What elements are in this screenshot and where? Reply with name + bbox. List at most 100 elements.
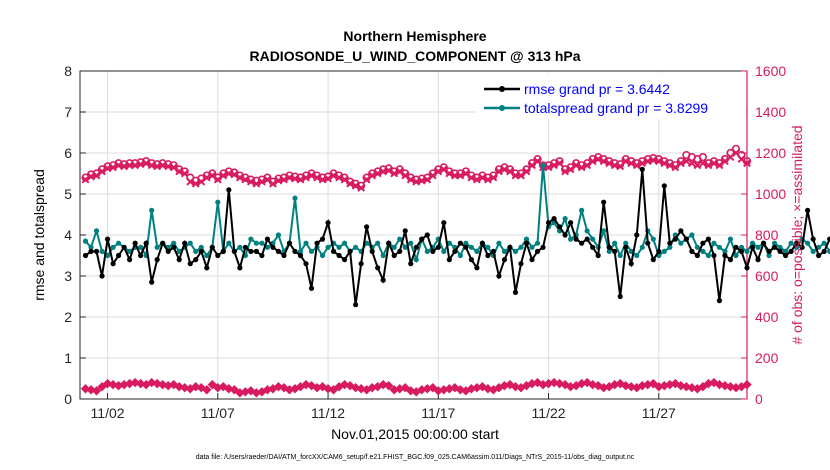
possible-obs-marker-low xyxy=(350,383,361,393)
left-tick-label: 3 xyxy=(64,268,72,284)
right-tick-label: 400 xyxy=(755,309,779,325)
spread-point xyxy=(733,252,739,259)
assimilated-obs-marker xyxy=(346,179,355,188)
assimilated-obs-marker xyxy=(379,167,388,176)
assimilated-obs-marker xyxy=(224,169,233,178)
assimilated-obs-marker xyxy=(467,173,476,182)
possible-obs-marker-low xyxy=(406,386,416,396)
rmse-point xyxy=(579,240,585,246)
possible-obs-marker-low xyxy=(709,377,719,388)
assimilated-obs-marker xyxy=(291,174,299,183)
spread-point xyxy=(82,238,89,244)
rmse-point xyxy=(231,248,237,254)
assimilated-obs-marker xyxy=(131,161,140,170)
assimilated-obs-marker xyxy=(81,175,90,184)
spread-point xyxy=(579,207,585,213)
rmse-point xyxy=(606,244,612,250)
spread-point xyxy=(777,244,783,250)
assimilated-obs-marker xyxy=(687,159,696,168)
assimilated-obs-marker xyxy=(698,159,707,168)
assimilated-obs-marker xyxy=(561,167,569,176)
rmse-point xyxy=(160,240,166,246)
rmse-point xyxy=(424,232,430,238)
spread-point xyxy=(617,252,623,259)
spread-point xyxy=(413,257,419,263)
possible-obs-marker-low xyxy=(279,383,289,393)
assimilated-obs-marker xyxy=(202,173,211,182)
spread-point xyxy=(606,248,612,254)
x-tick-label: 11/22 xyxy=(532,405,566,421)
assimilated-obs-marker xyxy=(495,167,503,176)
rmse-point xyxy=(270,244,276,250)
spread-point xyxy=(738,244,745,250)
spread-point xyxy=(810,248,816,254)
spread-point xyxy=(540,162,546,168)
spread-point xyxy=(215,199,221,205)
rmse-point xyxy=(777,248,783,254)
rmse-point xyxy=(590,244,596,250)
assimilated-obs-marker xyxy=(307,171,316,180)
rmse-point xyxy=(358,261,364,267)
spread-point xyxy=(110,244,116,250)
rmse-point xyxy=(248,248,254,254)
rmse-point xyxy=(341,257,348,263)
rmse-point xyxy=(683,236,689,242)
assimilated-obs-marker xyxy=(274,176,283,185)
rmse-point xyxy=(154,257,160,263)
rmse-point xyxy=(187,261,193,267)
assimilated-obs-marker xyxy=(136,160,145,169)
spread-point xyxy=(171,240,177,246)
rmse-point xyxy=(182,240,188,246)
rmse-point xyxy=(623,244,629,250)
rmse-point xyxy=(678,228,684,234)
spread-point xyxy=(678,240,684,246)
assimilated-obs-marker xyxy=(594,155,603,164)
spread-point xyxy=(253,240,259,246)
possible-obs-marker-low xyxy=(532,377,543,388)
rmse-point xyxy=(430,248,436,254)
assimilated-obs-marker xyxy=(522,167,531,176)
spread-point xyxy=(149,207,155,213)
spread-point xyxy=(496,240,502,246)
rmse-point xyxy=(226,187,232,193)
rmse-point xyxy=(325,220,331,226)
spread-point xyxy=(534,240,541,246)
spread-point xyxy=(402,244,408,250)
spread-point xyxy=(562,216,568,222)
rmse-point xyxy=(805,207,811,213)
spread-point xyxy=(297,248,304,254)
data-file-footnote: data file: /Users/raeder/DAI/ATM_forcXX/… xyxy=(196,454,635,461)
assimilated-obs-marker xyxy=(665,161,674,170)
right-tick-label: 0 xyxy=(755,391,763,407)
spread-point xyxy=(485,244,491,250)
rmse-point xyxy=(534,248,541,254)
rmse-point xyxy=(639,166,645,172)
rmse-point xyxy=(727,257,734,263)
rmse-point xyxy=(121,244,127,250)
left-tick-label: 4 xyxy=(64,227,72,243)
rmse-point xyxy=(650,257,656,263)
assimilated-obs-marker xyxy=(484,175,492,184)
possible-obs-marker-low xyxy=(152,378,162,389)
assimilated-obs-marker xyxy=(351,181,360,190)
assimilated-obs-marker xyxy=(627,159,636,168)
rmse-point xyxy=(303,261,309,267)
rmse-point xyxy=(705,236,712,242)
rmse-point xyxy=(347,248,353,254)
possible-obs-marker-low xyxy=(306,380,317,391)
left-tick-label: 5 xyxy=(64,186,72,202)
rmse-point xyxy=(308,285,315,291)
possible-obs-marker-low xyxy=(670,378,681,389)
rmse-point xyxy=(143,240,149,246)
rmse-point xyxy=(209,244,215,250)
rmse-point xyxy=(744,265,750,271)
spread-point xyxy=(408,240,414,246)
assimilated-obs-marker xyxy=(109,163,117,172)
rmse-point xyxy=(794,240,800,246)
possible-obs-marker-low xyxy=(157,379,168,390)
spread-point xyxy=(716,244,723,250)
assimilated-obs-marker xyxy=(434,167,443,176)
assimilated-obs-marker xyxy=(252,179,261,188)
rmse-point xyxy=(253,248,259,254)
rmse-point xyxy=(149,279,155,285)
